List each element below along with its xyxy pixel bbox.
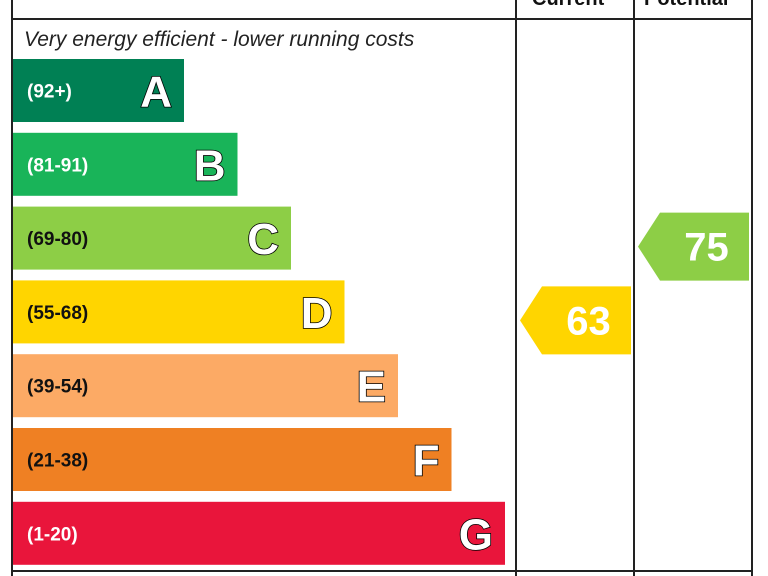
potential-rating-marker: 75	[638, 212, 749, 281]
band-g: (1-20) G	[13, 501, 505, 565]
band-letter-a: A	[140, 68, 172, 117]
band-bar-c	[13, 206, 291, 270]
band-letter-d: D	[301, 289, 333, 338]
band-bar-f	[13, 428, 452, 491]
band-range-label-f: (21-38)	[27, 451, 88, 472]
band-bar-g	[13, 501, 505, 565]
band-letter-f: F	[413, 437, 440, 486]
band-range-label-b: (81-91)	[27, 155, 88, 176]
band-c: (69-80) C	[13, 206, 291, 270]
band-bar-e	[13, 354, 398, 418]
rating-markers: 63 75	[520, 212, 749, 355]
band-letter-g: G	[459, 510, 493, 559]
band-e: (39-54) E	[13, 354, 398, 418]
band-range-label-g: (1-20)	[27, 524, 78, 545]
band-letter-e: E	[357, 363, 386, 412]
rating-bands: (92+) A (81-91) B (69-80) C (55-68) D (39-54) E (2…	[13, 59, 505, 565]
band-bar-a	[13, 59, 184, 122]
band-b: (81-91) B	[13, 132, 238, 196]
band-range-label-a: (92+)	[27, 82, 72, 103]
band-bar-b	[13, 132, 238, 196]
band-letter-c: C	[247, 215, 279, 264]
top-efficiency-note: Very energy efficient - lower running co…	[24, 28, 415, 51]
band-range-label-d: (55-68)	[27, 303, 88, 324]
potential-column-header: Potential	[644, 0, 728, 11]
band-range-label-e: (39-54)	[27, 377, 88, 398]
potential-rating-marker-arrow	[638, 212, 749, 281]
current-column-header: Current	[532, 0, 604, 11]
current-rating-marker-value: 63	[566, 299, 611, 343]
chart-frame	[11, 0, 753, 576]
potential-rating-marker-value: 75	[684, 226, 729, 270]
current-rating-marker-arrow	[520, 286, 631, 355]
band-f: (21-38) F	[13, 428, 452, 491]
band-bar-d	[13, 280, 345, 344]
band-d: (55-68) D	[13, 280, 345, 344]
band-range-label-c: (69-80)	[27, 229, 88, 250]
band-letter-b: B	[194, 141, 226, 190]
band-a: (92+) A	[13, 59, 184, 122]
current-rating-marker: 63	[520, 286, 631, 355]
